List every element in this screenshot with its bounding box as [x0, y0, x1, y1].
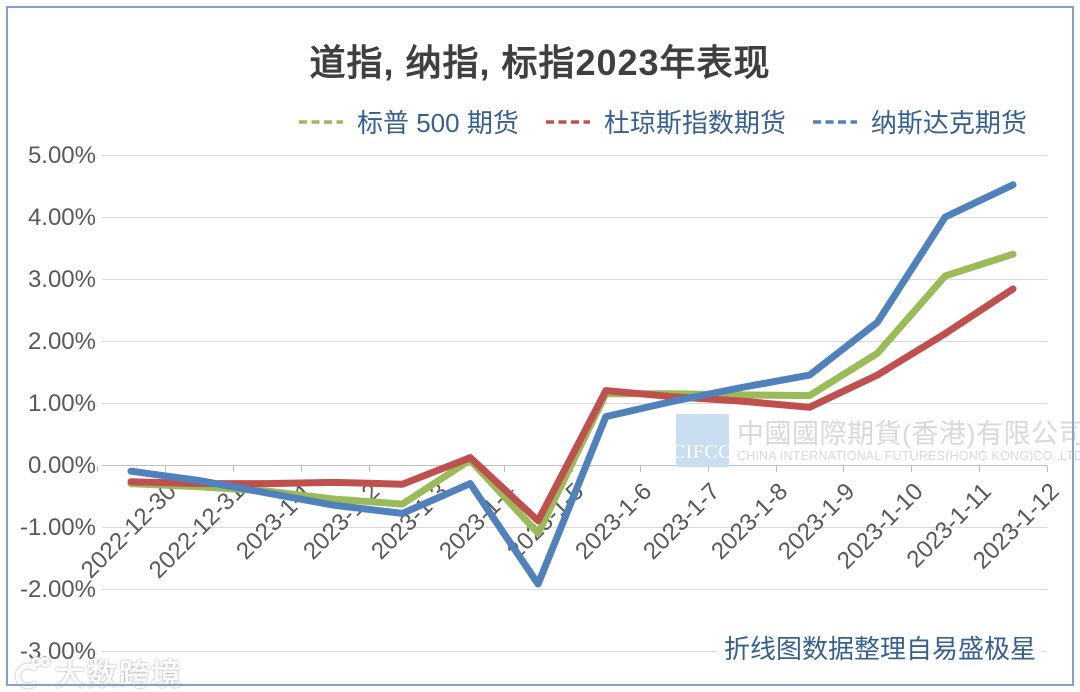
corner-watermark: 大数跨境 [10, 650, 183, 692]
dow-futures-dash-marker [545, 119, 590, 124]
corner-watermark-text: 大数跨境 [55, 659, 183, 692]
axis-tick [639, 466, 641, 472]
axis-tick [504, 466, 506, 472]
legend-item-dow-futures: 杜琼斯指数期货 [545, 103, 786, 140]
gridline [102, 341, 1047, 342]
y-axis-label: -1.00% [19, 514, 96, 541]
cifco-watermark-chinese: 中國國際期貨(香港)有限公司 [737, 419, 1080, 449]
axis-tick [436, 466, 438, 472]
axis-tick [911, 466, 913, 472]
axis-tick [979, 466, 981, 472]
gridline [102, 527, 1047, 528]
gridline [102, 589, 1047, 590]
y-axis-label: 4.00% [27, 204, 96, 231]
legend-label-sp500-futures: 标普 500 期货 [357, 108, 519, 138]
chart-legend: 标普 500 期货 杜琼斯指数期货 纳斯达克期货 [298, 103, 1027, 140]
legend-label-nasdaq-futures: 纳斯达克期货 [870, 108, 1027, 138]
dashukuajing-logo [15, 656, 50, 689]
axis-tick [775, 466, 777, 472]
gridline [102, 651, 1047, 652]
gridline [102, 217, 1047, 218]
axis-tick [300, 466, 302, 472]
gridline [102, 403, 1047, 404]
y-axis-label: 3.00% [27, 266, 96, 293]
legend-item-nasdaq-futures: 纳斯达克期货 [812, 103, 1027, 140]
gridline [102, 155, 1047, 156]
x-axis-line [102, 465, 1047, 466]
sp500-futures-dash-marker [299, 119, 343, 124]
legend-label-dow-futures: 杜琼斯指数期货 [603, 108, 786, 138]
cifco-badge-text: CIFCO [671, 441, 734, 463]
axis-tick [164, 466, 166, 472]
y-axis-label: 2.00% [27, 328, 96, 355]
legend-item-sp500-futures: 标普 500 期货 [298, 103, 519, 140]
axis-tick [1046, 466, 1048, 472]
y-axis-label: 0.00% [27, 452, 96, 479]
axis-tick [232, 466, 234, 472]
cifco-watermark-badge: CIFCO [672, 414, 733, 467]
axis-tick [97, 466, 99, 472]
gridline [102, 279, 1047, 280]
y-axis-label: 1.00% [27, 390, 96, 417]
nasdaq-futures-dash-marker [812, 119, 857, 124]
axis-tick [843, 466, 845, 472]
y-axis-label: -2.00% [19, 576, 96, 603]
y-axis-label: 5.00% [27, 142, 96, 169]
data-source-note: 折线图数据整理自易盛极星 [717, 629, 1042, 666]
cifco-watermark-english: CHINA INTERNATIONAL FUTURES(HONG KONG)CO… [737, 449, 1080, 463]
axis-tick [572, 466, 573, 472]
axis-tick [368, 466, 370, 472]
chart-title: 道指, 纳指, 标指2023年表现 [309, 42, 771, 83]
